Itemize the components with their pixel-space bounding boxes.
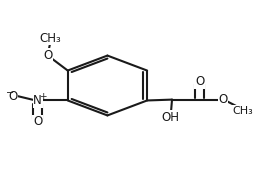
Text: O: O	[43, 49, 53, 62]
Text: CH₃: CH₃	[232, 106, 253, 116]
Text: O: O	[195, 75, 204, 88]
Text: −: −	[6, 88, 14, 98]
Text: O: O	[33, 115, 42, 128]
Text: OH: OH	[162, 111, 180, 124]
Text: N: N	[33, 94, 42, 107]
Text: O: O	[8, 90, 17, 103]
Text: +: +	[39, 92, 47, 101]
Text: CH₃: CH₃	[40, 31, 62, 45]
Text: O: O	[219, 93, 228, 106]
